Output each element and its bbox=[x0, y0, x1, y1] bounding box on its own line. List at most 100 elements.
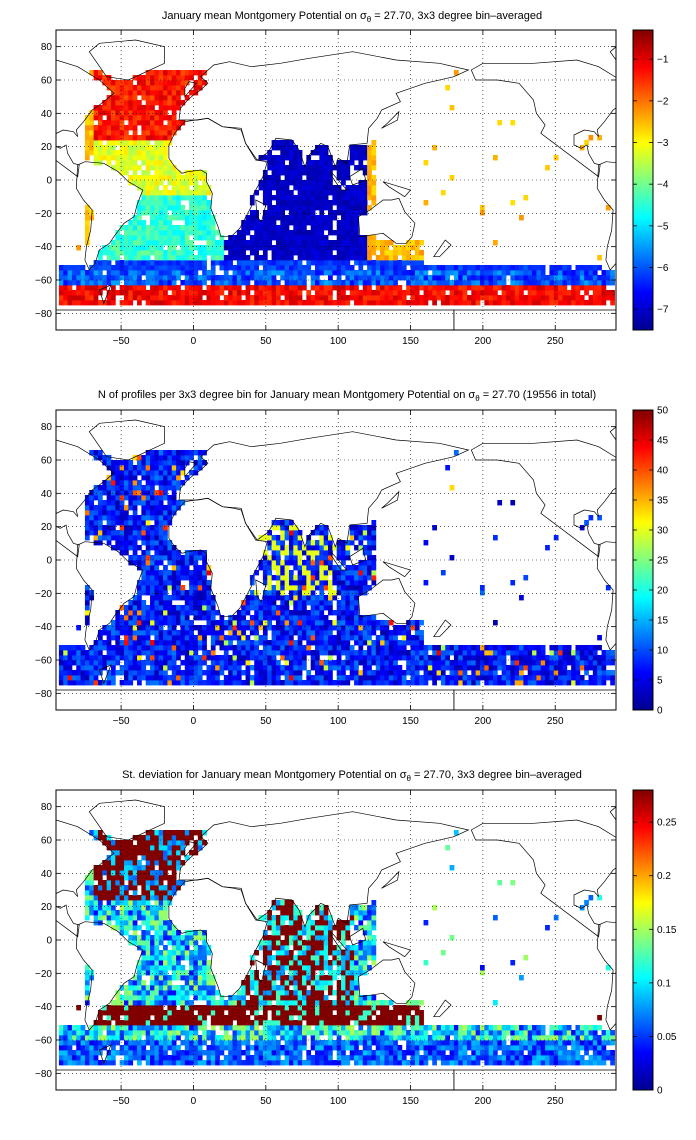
heatmap-cell bbox=[76, 655, 81, 661]
heatmap-cell bbox=[145, 460, 151, 466]
heatmap-cell bbox=[315, 165, 320, 171]
heatmap-cell bbox=[605, 205, 611, 211]
heatmap-cell bbox=[358, 575, 364, 581]
heatmap-cell bbox=[184, 230, 190, 236]
heatmap-cell bbox=[479, 660, 485, 666]
heatmap-cell bbox=[197, 450, 203, 456]
heatmap-cell bbox=[228, 280, 233, 286]
heatmap-cell bbox=[67, 285, 73, 291]
heatmap-cell bbox=[76, 650, 81, 656]
heatmap-cell bbox=[371, 270, 377, 276]
heatmap-cell bbox=[232, 235, 238, 241]
heatmap-cell bbox=[245, 600, 251, 606]
heatmap-cell bbox=[484, 645, 490, 651]
heatmap-cell bbox=[432, 295, 437, 301]
heatmap-cell bbox=[167, 675, 173, 681]
heatmap-cell bbox=[76, 285, 81, 291]
heatmap-cell bbox=[349, 295, 355, 301]
heatmap-cell bbox=[89, 285, 95, 291]
heatmap-cell bbox=[158, 600, 164, 606]
heatmap-cell bbox=[262, 595, 268, 601]
heatmap-cell bbox=[137, 135, 142, 141]
heatmap-cell bbox=[154, 110, 160, 116]
heatmap-cell bbox=[401, 680, 407, 686]
heatmap-cell bbox=[288, 200, 294, 206]
heatmap-cell bbox=[128, 470, 134, 476]
heatmap-cell bbox=[189, 605, 194, 611]
heatmap-cell bbox=[145, 450, 151, 456]
heatmap-cell bbox=[432, 660, 437, 666]
heatmap-cell bbox=[154, 70, 160, 76]
heatmap-cell bbox=[271, 535, 277, 541]
heatmap-cell bbox=[493, 155, 498, 161]
heatmap-cell bbox=[488, 270, 494, 276]
heatmap-cell bbox=[206, 615, 212, 621]
heatmap-cell bbox=[150, 455, 155, 461]
heatmap-cell bbox=[84, 660, 90, 666]
heatmap-cell bbox=[380, 630, 385, 636]
heatmap-cell bbox=[358, 540, 364, 546]
heatmap-cell bbox=[471, 670, 477, 676]
heatmap-cell bbox=[267, 190, 273, 196]
heatmap-cell bbox=[597, 300, 602, 306]
heatmap-cell bbox=[89, 665, 95, 671]
heatmap-cell bbox=[115, 540, 121, 546]
heatmap-cell bbox=[163, 190, 168, 196]
heatmap-cell bbox=[488, 650, 494, 656]
heatmap-cell bbox=[228, 645, 233, 651]
heatmap-cell bbox=[328, 625, 333, 631]
heatmap-cell bbox=[484, 290, 490, 296]
heatmap-cell bbox=[167, 230, 173, 236]
heatmap-cell bbox=[241, 600, 246, 606]
heatmap-cell bbox=[137, 525, 142, 531]
heatmap-cell bbox=[145, 630, 151, 636]
heatmap-cell bbox=[323, 640, 329, 646]
heatmap-cell bbox=[575, 285, 581, 291]
heatmap-cell bbox=[189, 190, 194, 196]
heatmap-cell bbox=[132, 640, 138, 646]
heatmap-cell bbox=[71, 270, 77, 276]
heatmap-cell bbox=[315, 600, 320, 606]
heatmap-cell bbox=[280, 190, 286, 196]
heatmap-cell bbox=[106, 300, 112, 306]
heatmap-cell bbox=[167, 165, 173, 171]
heatmap-cell bbox=[293, 630, 299, 636]
heatmap-cell bbox=[536, 670, 542, 676]
heatmap-cell bbox=[180, 245, 186, 251]
heatmap-cell bbox=[388, 670, 394, 676]
heatmap-cell bbox=[393, 250, 398, 256]
heatmap-cell bbox=[150, 615, 155, 621]
heatmap-cell bbox=[210, 640, 216, 646]
heatmap-cell bbox=[249, 265, 255, 271]
heatmap-cell bbox=[110, 460, 116, 466]
heatmap-cell bbox=[267, 540, 273, 546]
heatmap-cell bbox=[176, 455, 181, 461]
heatmap-cell bbox=[106, 535, 112, 541]
heatmap-cell bbox=[310, 530, 316, 536]
heatmap-cell bbox=[76, 245, 81, 251]
heatmap-cell bbox=[384, 660, 390, 666]
heatmap-cell bbox=[163, 680, 168, 686]
heatmap-cell bbox=[575, 270, 581, 276]
heatmap-cell bbox=[232, 255, 238, 261]
heatmap-cell bbox=[154, 525, 160, 531]
heatmap-cell bbox=[193, 555, 199, 561]
heatmap-cell bbox=[445, 285, 450, 291]
heatmap-cell bbox=[493, 680, 498, 686]
heatmap-cell bbox=[236, 615, 242, 621]
heatmap-cell bbox=[332, 190, 338, 196]
heatmap-cell bbox=[358, 160, 364, 166]
heatmap-cell bbox=[202, 225, 207, 231]
heatmap-cell bbox=[575, 670, 581, 676]
heatmap-cell bbox=[163, 550, 168, 556]
heatmap-cell bbox=[284, 680, 290, 686]
heatmap-cell bbox=[67, 665, 73, 671]
heatmap-cell bbox=[124, 525, 129, 531]
heatmap-cell bbox=[562, 665, 568, 671]
heatmap-cell bbox=[397, 275, 403, 281]
heatmap-cell bbox=[128, 480, 134, 486]
heatmap-cell bbox=[414, 275, 420, 281]
heatmap-cell bbox=[275, 250, 281, 256]
heatmap-cell bbox=[184, 615, 190, 621]
heatmap-cell bbox=[475, 295, 481, 301]
